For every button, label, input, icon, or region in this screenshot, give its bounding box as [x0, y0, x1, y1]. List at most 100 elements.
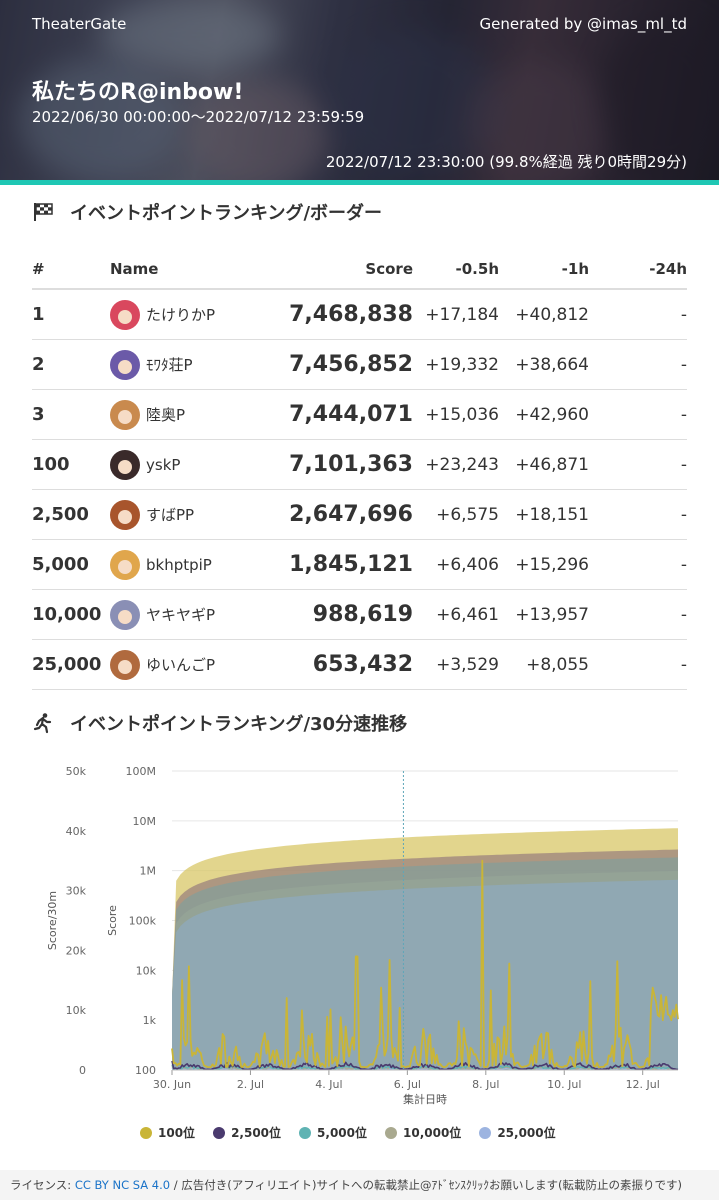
- minus-one-hour-cell: +38,664: [515, 354, 589, 375]
- minus-24-hours-cell: -: [680, 404, 687, 425]
- minus-one-hour-cell: +13,957: [515, 604, 589, 625]
- legend-label: 10,000位: [403, 1126, 462, 1140]
- table-row: 5,000 bkhptpiP 1,845,121 +6,406 +15,296 -: [32, 540, 687, 590]
- table-row: 25,000 ゆいんごP 653,432 +3,529 +8,055 -: [32, 640, 687, 690]
- right-tick-label: 100: [135, 1064, 156, 1077]
- table-row: 2,500 すばPP 2,647,696 +6,575 +18,151 -: [32, 490, 687, 540]
- avatar: [110, 549, 140, 580]
- minus-one-hour-cell: +42,960: [515, 404, 589, 425]
- score-cell: 7,456,852: [289, 352, 413, 377]
- legend-label: 100位: [158, 1126, 196, 1140]
- producer-name: 陸奥P: [146, 406, 186, 424]
- name-cell[interactable]: bkhptpiP: [110, 549, 275, 580]
- legend-item[interactable]: 5,000位: [299, 1124, 367, 1141]
- legend-item[interactable]: 25,000位: [479, 1124, 556, 1141]
- rank-cell: 10,000: [32, 604, 102, 625]
- table-row: 2 ﾓﾜﾀ荘P 7,456,852 +19,332 +38,664 -: [32, 340, 687, 390]
- producer-name: ﾓﾜﾀ荘P: [146, 356, 193, 374]
- score-cell: 7,468,838: [289, 302, 413, 327]
- minus-half-hour-cell: +19,332: [425, 354, 499, 375]
- ranking-table: # Name Score -0.5h -1h -24h 1 たけりかP 7,468,…: [32, 250, 687, 690]
- left-tick-label: 20k: [66, 944, 87, 957]
- legend-label: 25,000位: [497, 1126, 556, 1140]
- score-cell: 2,647,696: [289, 502, 413, 527]
- right-axis-title: Score: [106, 905, 119, 936]
- legend-label: 5,000位: [317, 1126, 367, 1140]
- license-footer: ライセンス: CC BY NC SA 4.0 / 広告付き(アフィリエイト)サイ…: [0, 1170, 719, 1200]
- name-cell[interactable]: ﾓﾜﾀ荘P: [110, 349, 275, 380]
- minus-half-hour-cell: +23,243: [425, 454, 499, 475]
- minus-half-hour-cell: +17,184: [425, 304, 499, 325]
- rank-cell: 5,000: [32, 554, 89, 575]
- score-cell: 653,432: [312, 652, 413, 677]
- right-tick-label: 10M: [133, 815, 157, 828]
- avatar: [110, 499, 140, 530]
- minus-24-hours-cell: -: [680, 304, 687, 325]
- legend-item[interactable]: 2,500位: [213, 1124, 281, 1141]
- x-tick-label: 10. Jul: [547, 1078, 581, 1091]
- right-tick-label: 100M: [126, 765, 157, 778]
- brand-label: TheaterGate: [32, 15, 127, 33]
- avatar: [110, 399, 140, 430]
- name-cell[interactable]: すばPP: [110, 499, 275, 530]
- col-rank: #: [32, 260, 45, 278]
- producer-name: すばPP: [146, 506, 195, 524]
- minus-one-hour-cell: +18,151: [515, 504, 589, 525]
- minus-24-hours-cell: -: [680, 554, 687, 575]
- legend-dot: [213, 1126, 226, 1139]
- score-cell: 988,619: [312, 602, 413, 627]
- producer-name: ヤキヤギP: [146, 606, 216, 624]
- speed-chart: 0 10k 20k 30k 40k 50k 100 1k 10k 100k 1M 10M 100M 30.…: [46, 765, 679, 1106]
- legend-label: 2,500位: [231, 1126, 282, 1140]
- speed-line-2: [171, 1060, 679, 1071]
- right-tick-label: 1M: [140, 865, 157, 878]
- left-tick-label: 50k: [66, 765, 87, 778]
- avatar: [110, 299, 140, 330]
- x-axis-title: 集計日時: [403, 1092, 447, 1106]
- producer-name: bkhptpiP: [146, 555, 212, 574]
- minus-half-hour-cell: +3,529: [436, 654, 499, 675]
- score-cell: 7,101,363: [289, 452, 413, 477]
- minus-half-hour-cell: +6,461: [436, 604, 499, 625]
- minus-half-hour-cell: +15,036: [425, 404, 499, 425]
- accent-divider: [0, 180, 719, 185]
- name-cell[interactable]: ヤキヤギP: [110, 599, 275, 630]
- left-tick-label: 30k: [66, 885, 87, 898]
- event-period: 2022/06/30 00:00:00～2022/07/12 23:59:59: [32, 108, 365, 126]
- minus-24-hours-cell: -: [680, 454, 687, 475]
- avatar: [110, 649, 140, 680]
- license-prefix: ライセンス:: [10, 1178, 75, 1192]
- x-tick-label: 30. Jun: [153, 1078, 191, 1091]
- col-score: Score: [365, 260, 413, 278]
- avatar: [110, 349, 140, 380]
- minus-24-hours-cell: -: [680, 354, 687, 375]
- event-title: 私たちのR@inbow!: [32, 80, 244, 105]
- legend-item[interactable]: 100位: [140, 1124, 195, 1141]
- col-name: Name: [110, 260, 159, 278]
- x-tick-label: 12. Jul: [626, 1078, 660, 1091]
- rank-cell: 2: [32, 354, 45, 375]
- table-row: 1 たけりかP 7,468,838 +17,184 +40,812 -: [32, 290, 687, 340]
- minus-one-hour-cell: +40,812: [515, 304, 589, 325]
- producer-name: yskP: [146, 455, 181, 474]
- producer-name: たけりかP: [146, 306, 216, 324]
- minus-24-hours-cell: -: [680, 504, 687, 525]
- legend-dot: [479, 1126, 492, 1139]
- producer-name: ゆいんごP: [146, 656, 216, 674]
- checkered-flag-icon: [32, 201, 54, 223]
- minus-one-hour-cell: +8,055: [526, 654, 589, 675]
- speed-line-1: [171, 859, 679, 1068]
- table-header: # Name Score -0.5h -1h -24h: [32, 250, 687, 290]
- name-cell[interactable]: 陸奥P: [110, 399, 275, 430]
- legend-item[interactable]: 10,000位: [385, 1124, 461, 1141]
- name-cell[interactable]: ゆいんごP: [110, 649, 275, 680]
- minus-one-hour-cell: +15,296: [515, 554, 589, 575]
- score-cell: 1,845,121: [289, 552, 413, 577]
- name-cell[interactable]: yskP: [110, 449, 275, 480]
- name-cell[interactable]: たけりかP: [110, 299, 275, 330]
- x-tick-label: 8. Jul: [472, 1078, 499, 1091]
- legend-dot: [140, 1126, 152, 1139]
- minus-one-hour-cell: +46,871: [515, 454, 589, 475]
- speed-section-header: イベントポイントランキング/30分速推移: [32, 708, 407, 738]
- license-link[interactable]: CC BY NC SA 4.0: [74, 1178, 171, 1192]
